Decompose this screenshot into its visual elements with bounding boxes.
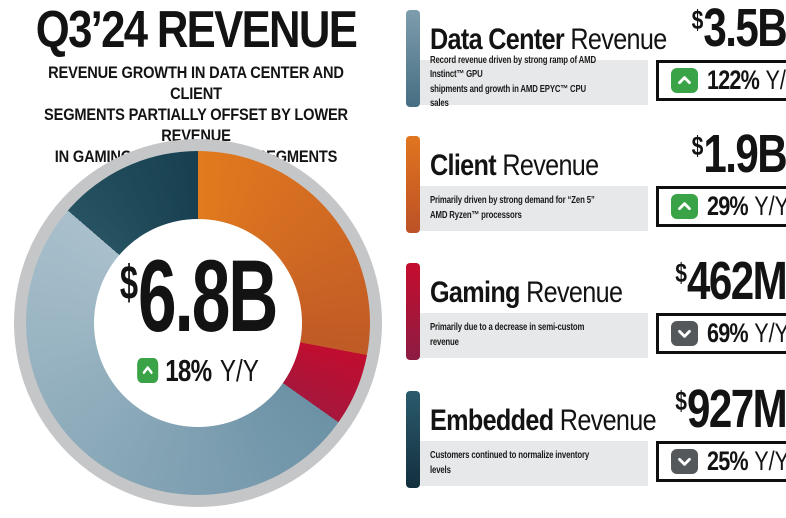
yoy-suffix: Y/Y <box>754 446 786 476</box>
segment-title: Embedded Revenue <box>430 404 657 438</box>
segment-title: Data Center Revenue <box>430 23 667 57</box>
chevron-down-icon <box>671 321 698 346</box>
yoy-suffix: Y/Y <box>754 318 786 348</box>
dollar-sign: $ <box>691 5 704 35</box>
dollar-sign: $ <box>675 386 687 416</box>
segment-revenue-value: $462M <box>675 251 786 311</box>
card-title-row: Gaming Revenue $462M <box>430 254 786 313</box>
segment-card-data-center: Data Center Revenue $3.5B Record revenue… <box>406 1 786 109</box>
segment-revenue-value: $3.5B <box>691 0 786 58</box>
revenue-number: 3.5B <box>703 0 786 58</box>
segment-card-client: Client Revenue $1.9B Primarily driven by… <box>406 127 786 233</box>
chevron-up-icon <box>671 68 698 93</box>
card-bottom-row: Primarily driven by strong demand for “Z… <box>420 186 786 231</box>
segment-yoy-box: 69% Y/Y <box>656 313 786 354</box>
dollar-sign: $ <box>675 258 687 288</box>
card-title-row: Embedded Revenue $927M <box>430 382 786 441</box>
segment-accent-bar <box>406 10 420 107</box>
subtitle-line: REVENUE GROWTH IN DATA CENTER AND CLIENT <box>48 63 344 103</box>
segment-name: Embedded <box>430 404 554 437</box>
segment-title-suffix: Revenue <box>559 404 657 437</box>
revenue-number: 462M <box>686 251 786 311</box>
segment-revenue-value: $927M <box>675 379 786 439</box>
page-title: Q3’24 REVENUE <box>35 1 358 59</box>
yoy-percent: 122% <box>707 65 760 95</box>
segment-description: Record revenue driven by strong ramp of … <box>430 54 596 110</box>
chevron-up-icon <box>671 194 698 219</box>
segment-revenue-value: $1.9B <box>691 124 786 184</box>
segment-description: Primarily driven by strong demand for “Z… <box>430 195 595 221</box>
yoy-percent: 29% <box>707 191 749 221</box>
yoy-percent: 25% <box>707 446 749 476</box>
donut-ring: $6.8B 18% Y/Y <box>14 139 382 507</box>
segment-card-gaming: Gaming Revenue $462M Primarily due to a … <box>406 254 786 360</box>
total-yoy-percent: 18% <box>165 352 212 388</box>
segment-yoy-box: 29% Y/Y <box>656 186 786 227</box>
segment-description-box: Customers continued to normalize invento… <box>420 441 648 486</box>
revenue-number: 927M <box>686 379 786 439</box>
yoy-suffix: Y/Y <box>754 191 786 221</box>
segment-description: Customers continued to normalize invento… <box>430 450 590 476</box>
segment-yoy-change: 69% Y/Y <box>707 318 786 349</box>
segment-yoy-change: 122%Y/Y <box>707 65 786 96</box>
segment-title-suffix: Revenue <box>526 276 623 309</box>
segment-card-embedded: Embedded Revenue $927M Customers continu… <box>406 382 786 488</box>
yoy-percent: 69% <box>707 318 749 348</box>
segment-title: Gaming Revenue <box>430 276 623 310</box>
segment-yoy-change: 29% Y/Y <box>707 191 786 222</box>
dollar-sign: $ <box>691 131 704 161</box>
chevron-up-icon <box>137 358 159 384</box>
segment-description-box: Record revenue driven by strong ramp of … <box>420 55 648 109</box>
card-bottom-row: Record revenue driven by strong ramp of … <box>420 55 786 109</box>
segment-name: Client <box>430 149 497 182</box>
segment-yoy-box: 122%Y/Y <box>656 60 786 101</box>
segment-title: Client Revenue <box>430 149 599 183</box>
segment-description-box: Primarily due to a decrease in semi-cust… <box>420 313 648 358</box>
total-yoy-change: 18% Y/Y <box>137 353 259 389</box>
segment-name: Data Center <box>430 23 565 56</box>
segment-title-suffix: Revenue <box>502 149 599 182</box>
segment-accent-bar <box>406 263 420 360</box>
revenue-number: 1.9B <box>703 124 786 184</box>
card-bottom-row: Primarily due to a decrease in semi-cust… <box>420 313 786 358</box>
segment-yoy-box: 25% Y/Y <box>656 441 786 482</box>
segment-accent-bar <box>406 136 420 233</box>
card-bottom-row: Customers continued to normalize invento… <box>420 441 786 486</box>
card-title-row: Client Revenue $1.9B <box>430 127 786 186</box>
total-revenue-number: 6.8B <box>137 239 278 354</box>
segment-description-box: Primarily driven by strong demand for “Z… <box>420 186 648 231</box>
segment-accent-bar <box>406 391 420 488</box>
segment-title-suffix: Revenue <box>570 23 667 56</box>
dollar-sign: $ <box>119 257 138 311</box>
segment-yoy-change: 25% Y/Y <box>707 446 786 477</box>
yoy-suffix: Y/Y <box>765 65 786 95</box>
total-yoy-suffix: Y/Y <box>219 352 259 388</box>
segment-name: Gaming <box>430 276 520 309</box>
donut-center: $6.8B 18% Y/Y <box>94 219 302 427</box>
chevron-down-icon <box>671 449 698 474</box>
total-revenue-value: $6.8B <box>119 239 279 354</box>
segment-description: Primarily due to a decrease in semi-cust… <box>430 322 585 348</box>
card-title-row: Data Center Revenue $3.5B <box>430 1 786 60</box>
